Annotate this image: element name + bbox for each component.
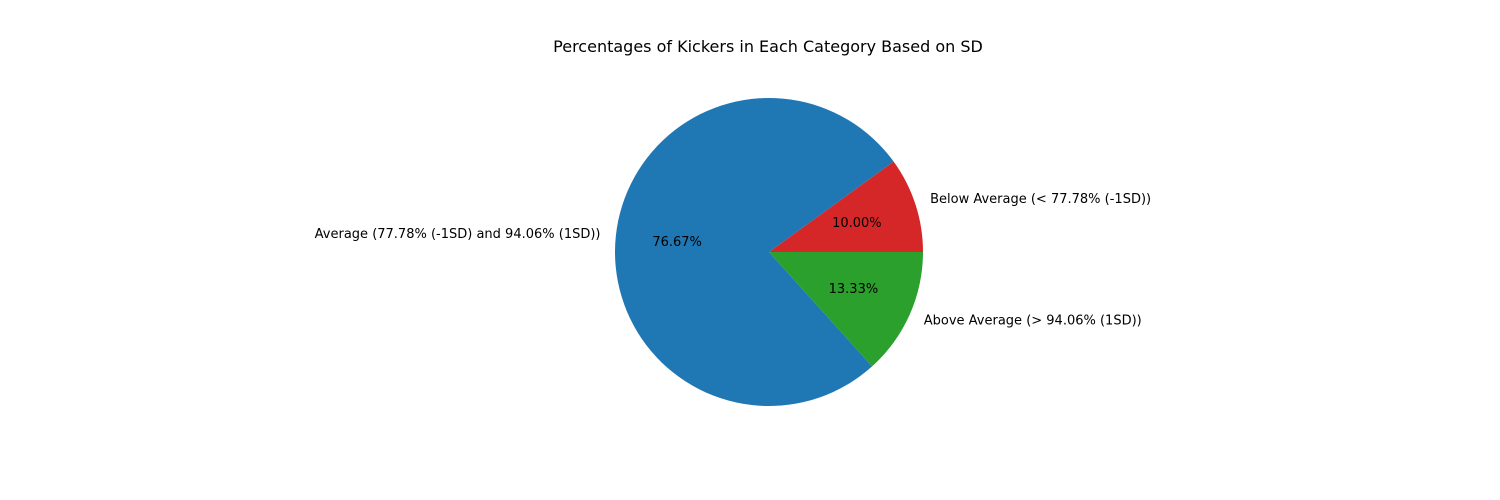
pie-slice-average <box>615 98 894 406</box>
pie-percent-labels: 10.00% 76.67% 13.33% <box>652 216 881 297</box>
pie-percent-label-average: 76.67% <box>652 235 702 250</box>
pie-percent-label-below-average: 10.00% <box>832 216 882 231</box>
pie-category-label-below-average: Below Average (< 77.78% (-1SD)) <box>930 192 1151 207</box>
pie-category-label-average: Average (77.78% (-1SD) and 94.06% (1SD)) <box>315 227 601 242</box>
chart-title: Percentages of Kickers in Each Category … <box>553 37 983 56</box>
pie-slice-below-average <box>769 161 923 252</box>
pie-category-labels: Below Average (< 77.78% (-1SD)) Average (… <box>315 192 1151 328</box>
pie-category-label-above-average: Above Average (> 94.06% (1SD)) <box>924 313 1142 328</box>
pie-slice-above-average <box>769 252 923 367</box>
pie-slices <box>615 98 923 406</box>
pie-percent-label-above-average: 13.33% <box>829 282 879 297</box>
